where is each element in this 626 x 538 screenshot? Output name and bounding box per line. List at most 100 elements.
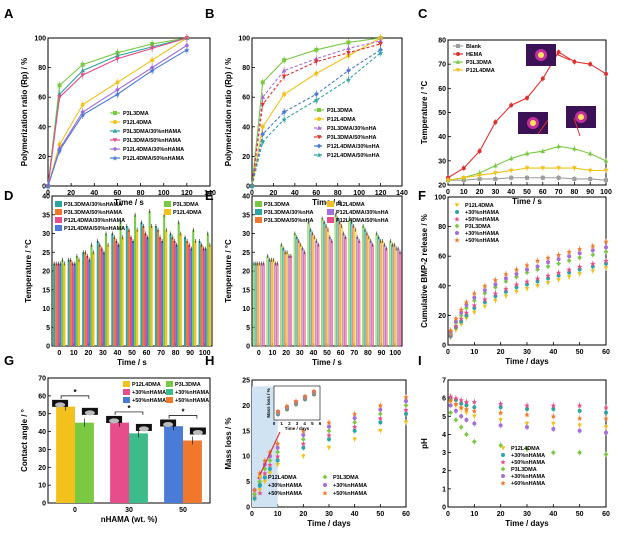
legend-F-marker	[454, 237, 460, 243]
bar	[313, 237, 316, 347]
bar	[379, 240, 382, 347]
bar	[73, 263, 76, 346]
data-point	[493, 298, 498, 303]
y-axis-title: Temperature / °C	[224, 239, 233, 303]
y-tick-label: 60	[242, 95, 250, 102]
y-tick-label: 6	[442, 396, 446, 403]
x-tick-label: 40	[114, 350, 122, 357]
legend-D-swatch	[55, 217, 62, 223]
data-point	[252, 496, 257, 501]
data-point	[377, 402, 383, 408]
x-tick-label: 10	[470, 511, 478, 518]
bar	[119, 222, 122, 346]
y-tick-label: 10	[242, 306, 250, 313]
inset-point	[311, 388, 317, 394]
droplet	[55, 402, 66, 408]
data-point	[477, 149, 482, 154]
data-point	[262, 479, 268, 484]
inset-point	[293, 398, 299, 404]
panel-letter-B: B	[205, 6, 214, 21]
y-tick-label: 30	[38, 447, 46, 454]
y-tick-label: 25	[242, 378, 250, 385]
data-point	[403, 403, 409, 408]
data-point	[540, 76, 545, 81]
panel-I: I 0 1 2 3 4 5 6 7 0 10 20 30 40 50 60 Time / days pH P12L4…	[418, 353, 610, 528]
data-point	[471, 439, 477, 445]
x-axis-title: Time / days	[307, 519, 351, 528]
data-point	[301, 445, 306, 450]
bar	[354, 229, 357, 347]
data-point	[604, 178, 608, 183]
data-point	[566, 249, 572, 255]
data-point	[257, 488, 262, 493]
bar	[164, 426, 183, 503]
legend-I-label: +50%nHAMA	[511, 460, 545, 466]
data-point	[509, 175, 514, 180]
y-tick-label: 15	[242, 287, 250, 294]
x-tick-label: 80	[137, 190, 145, 197]
data-point	[577, 251, 582, 256]
bar	[381, 240, 384, 347]
legend-B-label: P3L3DMA/50%nHA	[327, 135, 377, 141]
legend-D-label: P3L3DMA	[173, 202, 199, 208]
legend-C-marker	[455, 68, 461, 73]
y-tick-label: 20	[438, 313, 446, 320]
data-point	[326, 432, 332, 438]
data-point	[556, 252, 562, 258]
data-point	[458, 424, 464, 430]
bar	[75, 256, 78, 346]
legend-B-marker	[317, 108, 321, 112]
x-tick-label: 0	[446, 511, 450, 518]
legend-E-swatch	[255, 209, 262, 215]
bar	[165, 229, 168, 346]
data-point	[551, 421, 556, 426]
y-tick-label: 10	[42, 306, 50, 313]
y-tick-label: 50	[38, 411, 46, 418]
legend-D-label: P12L4DMA/50%nHAMA	[64, 226, 125, 232]
data-point	[590, 243, 596, 249]
bar	[56, 406, 75, 503]
data-point	[275, 449, 281, 455]
data-point	[525, 407, 529, 412]
data-point	[524, 151, 530, 156]
bar	[53, 263, 56, 346]
series-line	[251, 40, 381, 187]
data-point	[260, 94, 266, 99]
significance-bracket	[60, 395, 90, 399]
legend-C-marker	[455, 59, 461, 64]
significance-star: *	[73, 388, 77, 397]
series-line	[251, 52, 381, 187]
data-point	[345, 76, 352, 83]
data-point	[115, 80, 120, 85]
x-tick-label: 40	[291, 190, 299, 197]
legend-E-label: P12L4DMA/30%nHA	[336, 210, 389, 216]
y-tick-label: 0	[246, 184, 250, 191]
data-point	[57, 142, 62, 147]
data-point	[459, 401, 464, 406]
bar	[204, 248, 207, 346]
data-point	[184, 47, 190, 53]
series-line	[47, 37, 188, 187]
y-tick-label: 80	[438, 38, 446, 45]
legend-C-label: Blank	[466, 44, 482, 50]
data-point	[300, 440, 306, 447]
bar	[125, 226, 128, 346]
bar	[206, 233, 209, 346]
data-point	[275, 458, 280, 463]
bar	[67, 259, 70, 346]
legend-I-marker	[500, 466, 506, 472]
bar	[90, 244, 93, 346]
bar	[285, 252, 289, 347]
legend-A-label: P12L4DMA/30%nHAMA	[123, 147, 184, 153]
legend-F-label: +50%nHAMA	[465, 238, 499, 244]
data-point	[458, 404, 464, 410]
data-point	[550, 402, 556, 408]
data-point	[566, 258, 572, 264]
data-point	[260, 124, 265, 129]
legend-I-marker	[500, 459, 506, 465]
data-point	[275, 445, 280, 450]
legend-I-label: P12L4DMA	[511, 446, 540, 452]
x-tick-label: 0	[257, 350, 261, 357]
data-point	[471, 290, 477, 296]
